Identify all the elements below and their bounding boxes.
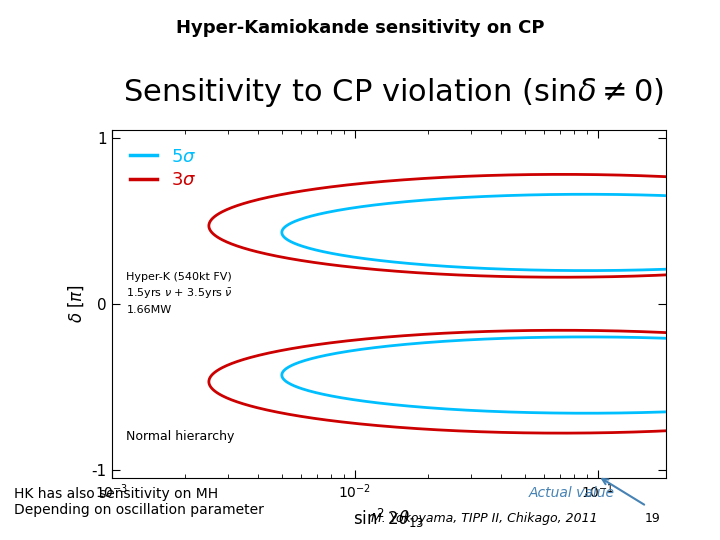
X-axis label: $\sin^2 2\theta_{13}$: $\sin^2 2\theta_{13}$ <box>354 507 424 530</box>
Text: Sensitivity to CP violation (sin$\delta$$\neq$0): Sensitivity to CP violation (sin$\delta$… <box>122 76 664 109</box>
Text: Normal hierarchy: Normal hierarchy <box>126 430 235 443</box>
Legend: 5$\sigma$, 3$\sigma$: 5$\sigma$, 3$\sigma$ <box>121 139 205 198</box>
Text: 19: 19 <box>644 512 660 525</box>
Y-axis label: $\delta$ [$\pi$]: $\delta$ [$\pi$] <box>66 284 86 323</box>
Text: M. Yokoyama, TIPP II, Chikago, 2011: M. Yokoyama, TIPP II, Chikago, 2011 <box>371 512 598 525</box>
Text: Hyper-K (540kt FV)
1.5yrs $\nu$ + 3.5yrs $\bar{\nu}$
1.66MW: Hyper-K (540kt FV) 1.5yrs $\nu$ + 3.5yrs… <box>126 272 233 315</box>
Text: Actual value: Actual value <box>529 486 615 500</box>
Text: HK has also sensitivity on MH
Depending on oscillation parameter: HK has also sensitivity on MH Depending … <box>14 487 264 517</box>
Text: Hyper-Kamiokande sensitivity on CP: Hyper-Kamiokande sensitivity on CP <box>176 19 544 37</box>
